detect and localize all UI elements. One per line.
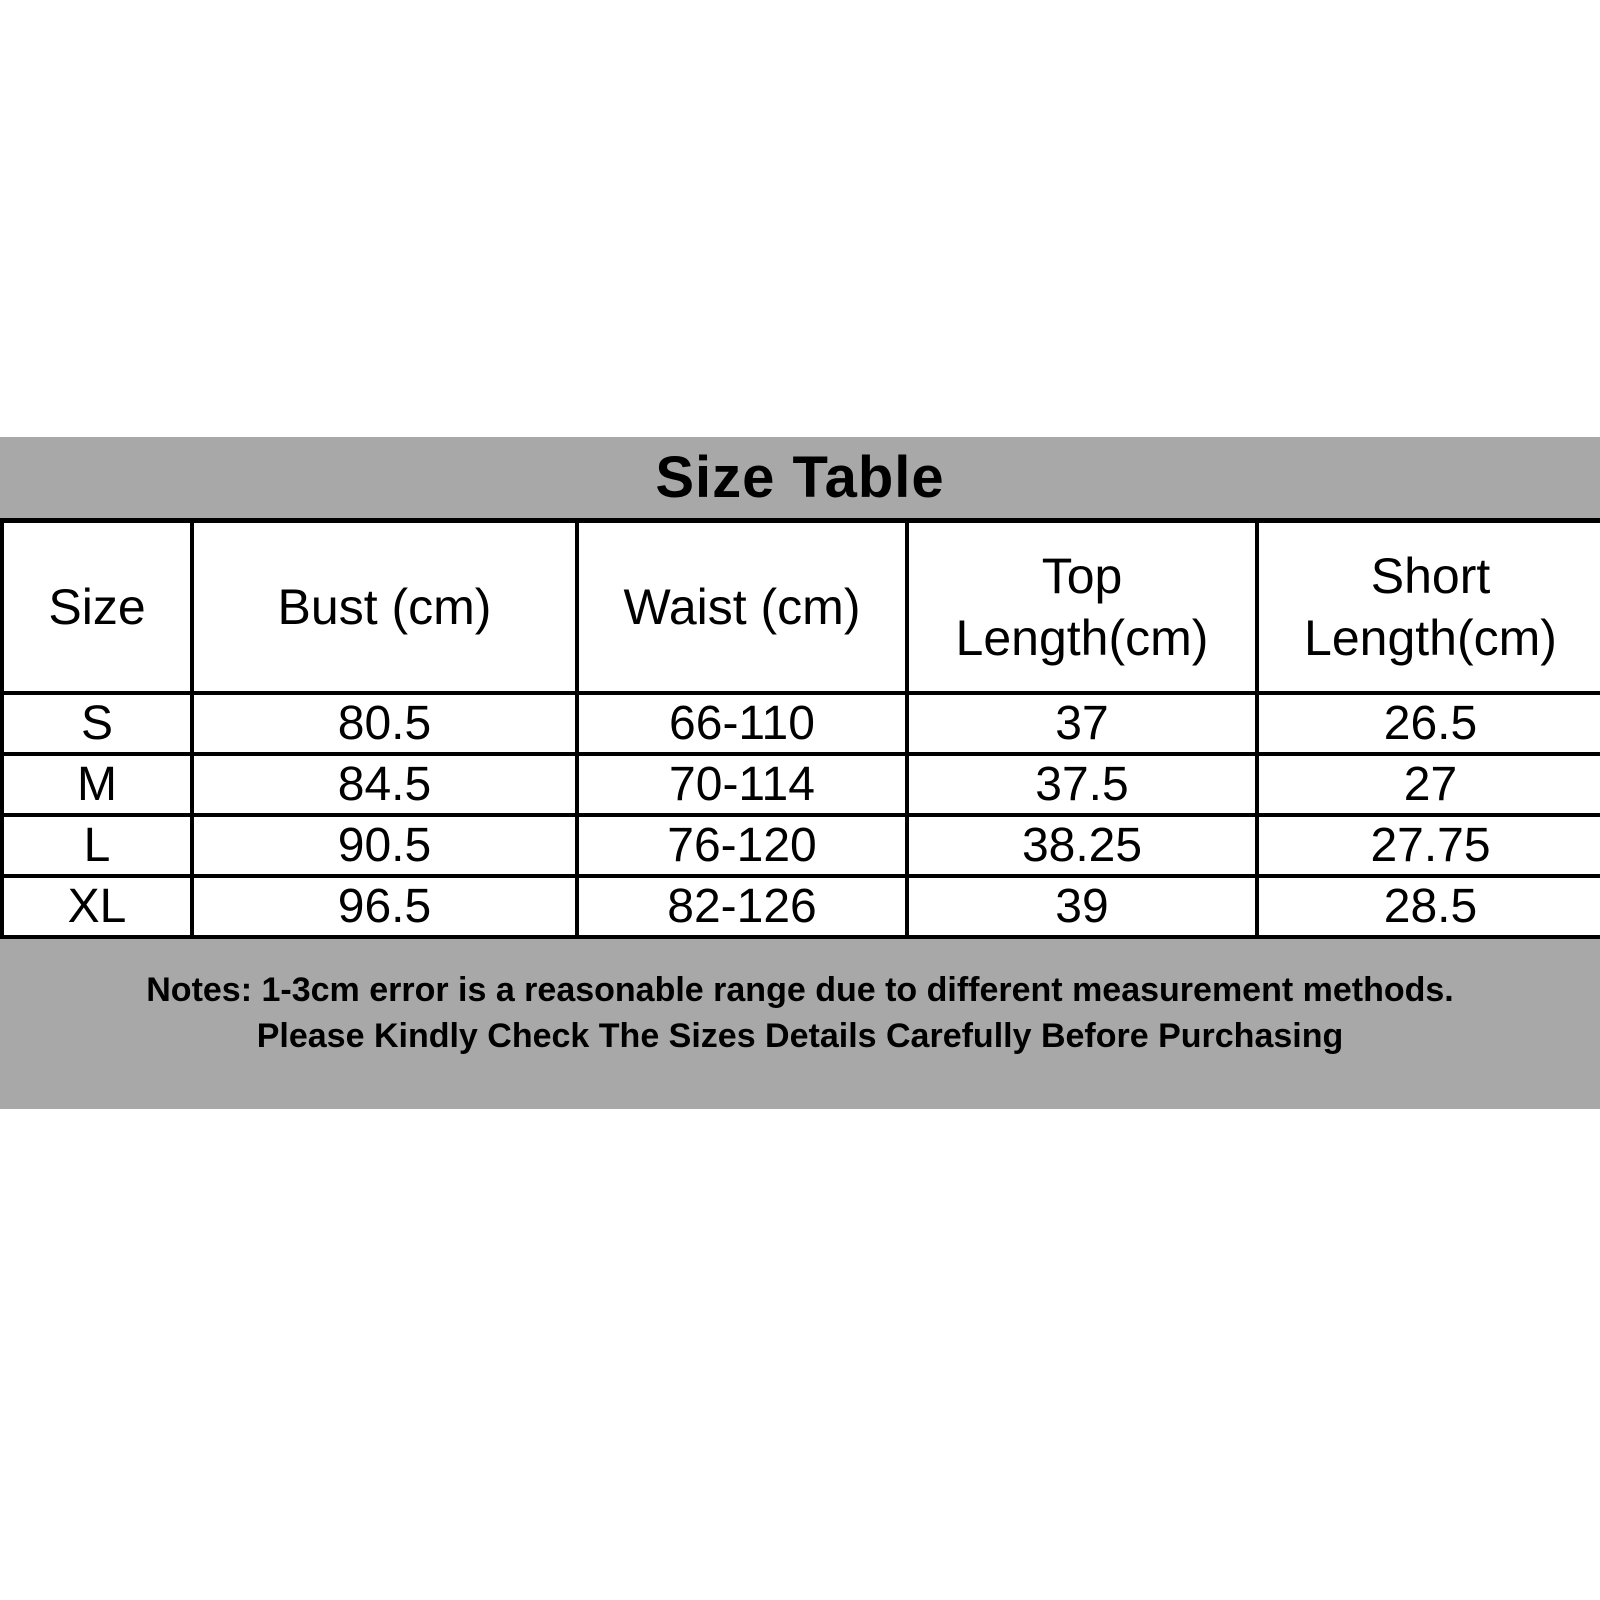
notes-band: Notes: 1-3cm error is a reasonable range… xyxy=(0,939,1600,1109)
header-row: Size Bust (cm) Waist (cm) Top Length(cm)… xyxy=(0,523,1600,695)
top-length-cell: 37.5 xyxy=(905,754,1259,817)
short-length-cell: 26.5 xyxy=(1255,693,1600,756)
waist-cell: 70-114 xyxy=(575,754,909,817)
bust-cell: 80.5 xyxy=(190,693,579,756)
waist-cell: 82-126 xyxy=(575,876,909,939)
size-table: Size Bust (cm) Waist (cm) Top Length(cm)… xyxy=(0,523,1600,939)
column-header-waist: Waist (cm) xyxy=(575,523,909,695)
column-header-bust: Bust (cm) xyxy=(190,523,579,695)
waist-cell: 76-120 xyxy=(575,815,909,878)
top-length-cell: 38.25 xyxy=(905,815,1259,878)
size-cell: M xyxy=(0,754,194,817)
size-cell: XL xyxy=(0,876,194,939)
short-length-cell: 28.5 xyxy=(1255,876,1600,939)
column-header-short-length: Short Length(cm) xyxy=(1255,523,1600,695)
waist-cell: 66-110 xyxy=(575,693,909,756)
short-length-cell: 27 xyxy=(1255,754,1600,817)
top-length-cell: 37 xyxy=(905,693,1259,756)
table-row-xl: XL 96.5 82-126 39 28.5 xyxy=(0,876,1600,939)
short-length-cell: 27.75 xyxy=(1255,815,1600,878)
top-length-cell: 39 xyxy=(905,876,1259,939)
column-header-size: Size xyxy=(0,523,194,695)
table-row-m: M 84.5 70-114 37.5 27 xyxy=(0,754,1600,817)
title-band: Size Table xyxy=(0,437,1600,523)
size-cell: S xyxy=(0,693,194,756)
bust-cell: 84.5 xyxy=(190,754,579,817)
table-row-l: L 90.5 76-120 38.25 27.75 xyxy=(0,815,1600,878)
bust-cell: 90.5 xyxy=(190,815,579,878)
size-chart-sheet: Size Table Size Bust (cm) Waist (cm) Top… xyxy=(0,437,1600,1109)
size-cell: L xyxy=(0,815,194,878)
table-row-s: S 80.5 66-110 37 26.5 xyxy=(0,693,1600,756)
page-title: Size Table xyxy=(655,445,945,510)
column-header-top-length: Top Length(cm) xyxy=(905,523,1259,695)
notes-line-2: Please Kindly Check The Sizes Details Ca… xyxy=(256,1017,1344,1055)
notes-line-1: Notes: 1-3cm error is a reasonable range… xyxy=(146,971,1454,1009)
bust-cell: 96.5 xyxy=(190,876,579,939)
